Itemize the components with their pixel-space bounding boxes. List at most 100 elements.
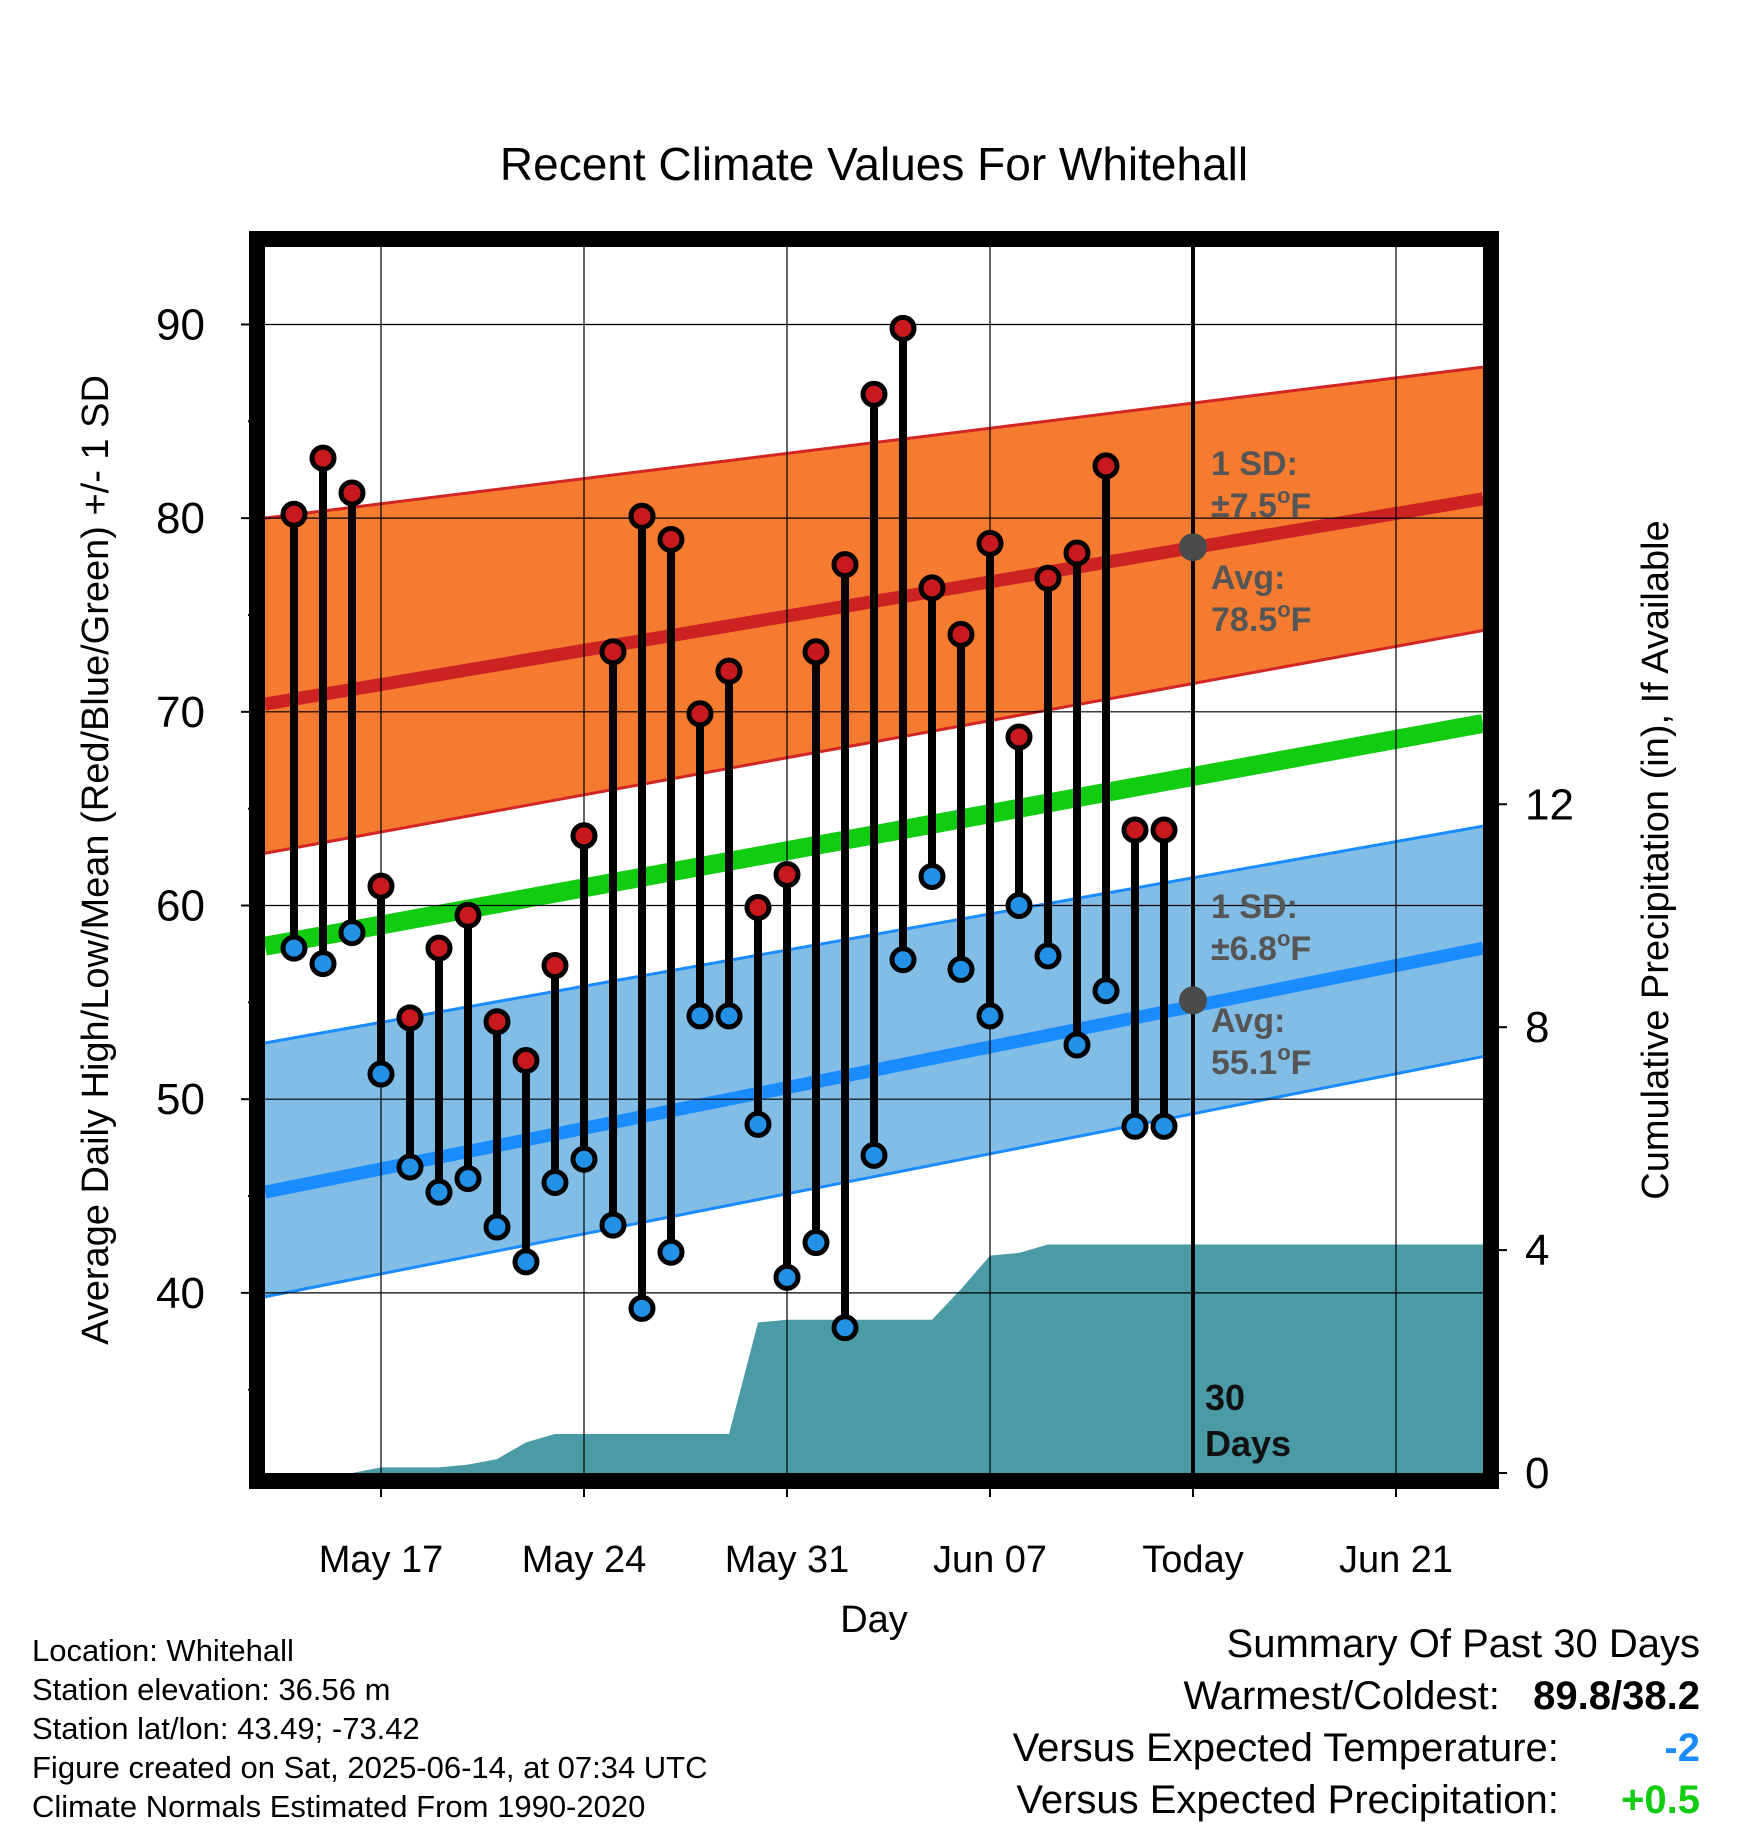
x-tick-label: May 17	[319, 1539, 444, 1581]
low-temp-marker	[947, 955, 975, 983]
y-tick-label: 40	[156, 1269, 205, 1318]
high-temp-marker	[744, 893, 772, 921]
low-temp-marker	[599, 1211, 627, 1239]
high-temp-marker	[831, 551, 859, 579]
axes-ticks-labels: 40 50 60 70 80 90 0 4 8 12 May 17 May 24 May 31 Jun 0…	[75, 300, 1677, 1641]
summary-title: Summary Of Past 30 Days	[1226, 1622, 1700, 1666]
high-avg-value: 78.5oF	[1211, 597, 1311, 639]
high-temp-marker	[1092, 452, 1120, 480]
low-sd-value: ±6.8oF	[1211, 926, 1311, 968]
low-temp-marker	[1121, 1112, 1149, 1140]
low-temp-marker	[657, 1238, 685, 1266]
x-tick-label: Today	[1142, 1539, 1243, 1581]
summary-warm-cold-value: 89.8/38.2	[1533, 1674, 1700, 1718]
daily-markers	[280, 314, 1178, 1342]
info-created: Figure created on Sat, 2025-06-14, at 07…	[32, 1750, 708, 1785]
info-elevation: Station elevation: 36.56 m	[32, 1672, 391, 1707]
high-temp-marker	[657, 525, 685, 553]
low-temp-marker	[976, 1002, 1004, 1030]
high-temp-marker	[860, 380, 888, 408]
high-temp-marker	[1005, 723, 1033, 751]
low-temp-marker	[280, 934, 308, 962]
high-temp-marker	[686, 700, 714, 728]
high-temp-marker	[628, 502, 656, 530]
low-sd-label: 1 SD:	[1211, 888, 1298, 926]
info-location: Location: Whitehall	[32, 1633, 294, 1668]
low-temp-marker	[570, 1145, 598, 1173]
low-temp-marker	[483, 1213, 511, 1241]
summary-temp-label: Versus Expected Temperature:	[1012, 1726, 1559, 1770]
x-tick-label: Jun 21	[1339, 1539, 1453, 1581]
low-temp-marker	[686, 1002, 714, 1030]
high-temp-marker	[1150, 816, 1178, 844]
summary-precip-label: Versus Expected Precipitation:	[1016, 1778, 1559, 1822]
high-temp-marker	[541, 952, 569, 980]
x-tick-label: May 24	[522, 1539, 647, 1581]
low-temp-marker	[918, 862, 946, 890]
high-temp-marker	[309, 444, 337, 472]
y-tick-label: 60	[156, 882, 205, 931]
high-temp-marker	[889, 314, 917, 342]
low-temp-marker	[1063, 1031, 1091, 1059]
info-normals: Climate Normals Estimated From 1990-2020	[32, 1789, 646, 1824]
summary-precip: Versus Expected Precipitation: +0.5	[1016, 1780, 1700, 1820]
low-temp-marker	[889, 946, 917, 974]
low-temp-marker	[628, 1294, 656, 1322]
y2-tick-label: 12	[1525, 780, 1574, 829]
low-temp-marker	[512, 1248, 540, 1276]
low-temp-marker	[860, 1141, 888, 1169]
low-temp-marker	[309, 950, 337, 978]
summary-precip-value: +0.5	[1621, 1778, 1700, 1822]
high-temp-marker	[773, 861, 801, 889]
high-temp-marker	[715, 657, 743, 685]
low-temp-marker	[425, 1178, 453, 1206]
info-latlon: Station lat/lon: 43.49; -73.42	[32, 1711, 420, 1746]
high-temp-marker	[396, 1004, 424, 1032]
low-temp-marker	[367, 1060, 395, 1088]
low-temp-marker	[396, 1153, 424, 1181]
high-temp-marker	[1121, 816, 1149, 844]
y2-axis-label: Cumulative Precipitation (in), If Availa…	[1635, 520, 1677, 1199]
low-temp-marker	[773, 1263, 801, 1291]
today-days-label-2: Days	[1205, 1423, 1291, 1464]
high-temp-marker	[599, 638, 627, 666]
y-axis-label: Average Daily High/Low/Mean (Red/Blue/Gr…	[75, 375, 117, 1345]
high-temp-marker	[338, 479, 366, 507]
precipitation-cumulative	[352, 1244, 1483, 1473]
summary-temp-value: -2	[1664, 1726, 1700, 1770]
high-temp-marker	[1063, 539, 1091, 567]
high-avg-dot	[1179, 533, 1207, 562]
high-temp-marker	[483, 1008, 511, 1036]
low-temp-marker	[715, 1002, 743, 1030]
high-temp-marker	[425, 934, 453, 962]
summary-temp: Versus Expected Temperature: -2	[1013, 1728, 1700, 1768]
plot-border	[249, 231, 1499, 1489]
y-tick-label: 80	[156, 494, 205, 543]
high-sd-value: ±7.5oF	[1211, 483, 1311, 525]
y-tick-label: 90	[156, 300, 205, 349]
y2-tick-label: 8	[1525, 1003, 1549, 1052]
high-temp-marker	[367, 872, 395, 900]
high-temp-marker	[512, 1046, 540, 1074]
plot-frame	[249, 231, 1499, 1489]
low-temp-marker	[1150, 1112, 1178, 1140]
low-temp-marker	[1005, 892, 1033, 920]
low-avg-label: Avg:	[1211, 1002, 1285, 1040]
summary-warm-cold: Warmest/Coldest: 89.8/38.2	[1183, 1676, 1700, 1716]
daily-range-stems	[290, 328, 1168, 1328]
normal-low-lower-edge	[264, 1055, 1484, 1299]
x-tick-label: Jun 07	[933, 1539, 1047, 1581]
low-temp-marker	[454, 1165, 482, 1193]
x-axis-label: Day	[840, 1599, 908, 1641]
y2-tick-label: 4	[1525, 1226, 1549, 1275]
high-temp-marker	[947, 620, 975, 648]
y2-tick-label: 0	[1525, 1449, 1549, 1498]
high-temp-marker	[918, 574, 946, 602]
low-temp-marker	[1092, 977, 1120, 1005]
x-tick-label: May 31	[725, 1539, 850, 1581]
low-avg-value: 55.1oF	[1211, 1040, 1311, 1082]
high-temp-marker	[454, 901, 482, 929]
high-temp-marker	[976, 529, 1004, 557]
